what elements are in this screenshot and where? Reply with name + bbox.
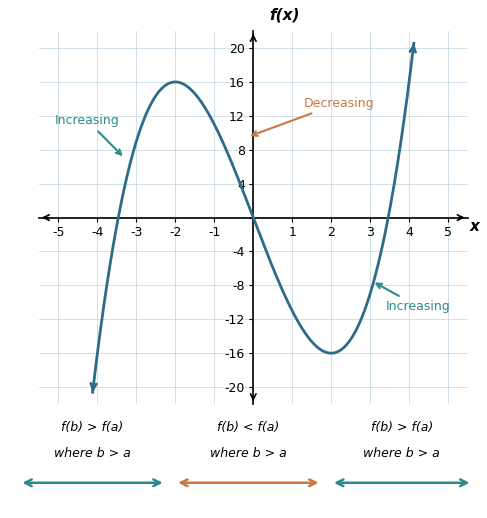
Text: f(b) > f(a): f(b) > f(a) xyxy=(371,421,433,434)
Text: f(b) < f(a): f(b) < f(a) xyxy=(217,421,280,434)
Text: Increasing: Increasing xyxy=(376,283,450,313)
Text: f(x): f(x) xyxy=(269,8,300,23)
Text: Decreasing: Decreasing xyxy=(252,97,375,136)
Text: f(b) > f(a): f(b) > f(a) xyxy=(61,421,124,434)
Text: where b > a: where b > a xyxy=(363,447,440,460)
Text: x: x xyxy=(469,219,479,234)
Text: Increasing: Increasing xyxy=(55,113,121,154)
Text: where b > a: where b > a xyxy=(54,447,131,460)
Text: where b > a: where b > a xyxy=(210,447,287,460)
